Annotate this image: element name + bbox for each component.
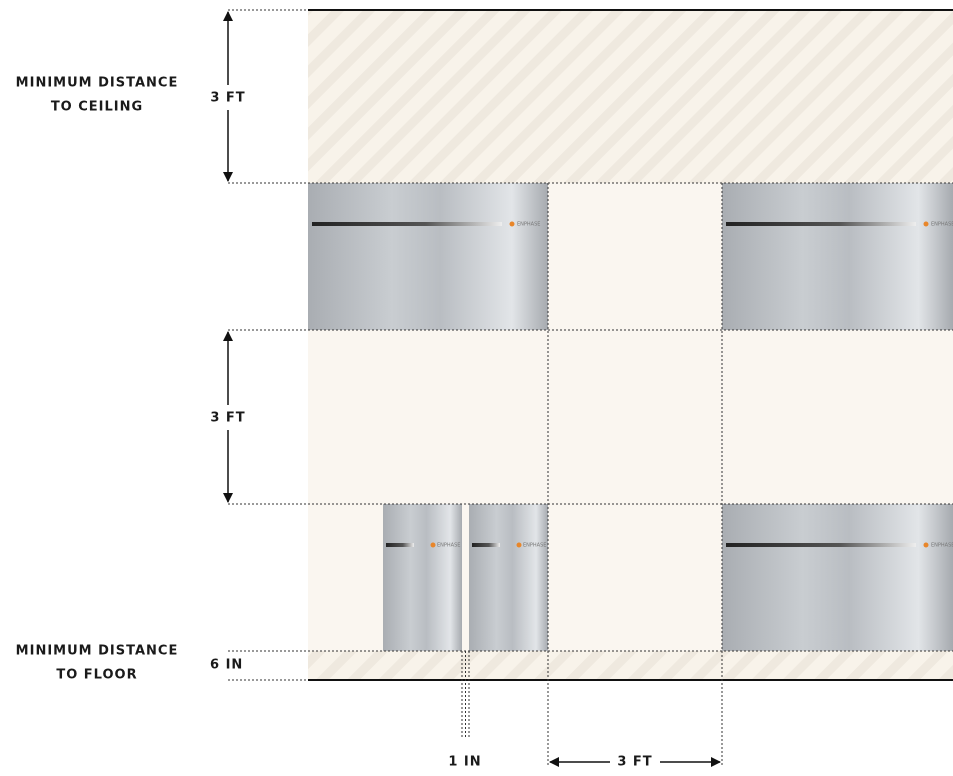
dimension-label: 3 FT xyxy=(617,755,652,770)
floor-label: TO FLOOR xyxy=(56,668,137,683)
ceiling-label: TO CEILING xyxy=(51,100,143,115)
ceiling-label: MINIMUM DISTANCE xyxy=(16,76,179,91)
floor-zone xyxy=(308,651,953,680)
battery: ENPHASE xyxy=(383,504,462,651)
brand-label: ENPHASE xyxy=(931,543,953,549)
brand-label: ENPHASE xyxy=(517,222,540,228)
battery: ENPHASE xyxy=(722,504,953,651)
guide-lines xyxy=(228,9,953,765)
dimension-label: 3 FT xyxy=(210,411,245,426)
floor-label: MINIMUM DISTANCE xyxy=(16,644,179,659)
battery: ENPHASE xyxy=(469,504,548,651)
dimension-label: 3 FT xyxy=(210,91,245,106)
brand-label: ENPHASE xyxy=(931,222,953,228)
dimension-arrows xyxy=(223,11,721,767)
brand-label: ENPHASE xyxy=(523,543,546,549)
dimension-label: 1 IN xyxy=(448,755,481,770)
battery: ENPHASE xyxy=(308,183,548,330)
battery: ENPHASE xyxy=(722,183,953,330)
dimension-label: 6 IN xyxy=(210,658,243,673)
brand-label: ENPHASE xyxy=(437,543,460,549)
ceiling-zone xyxy=(308,10,953,183)
